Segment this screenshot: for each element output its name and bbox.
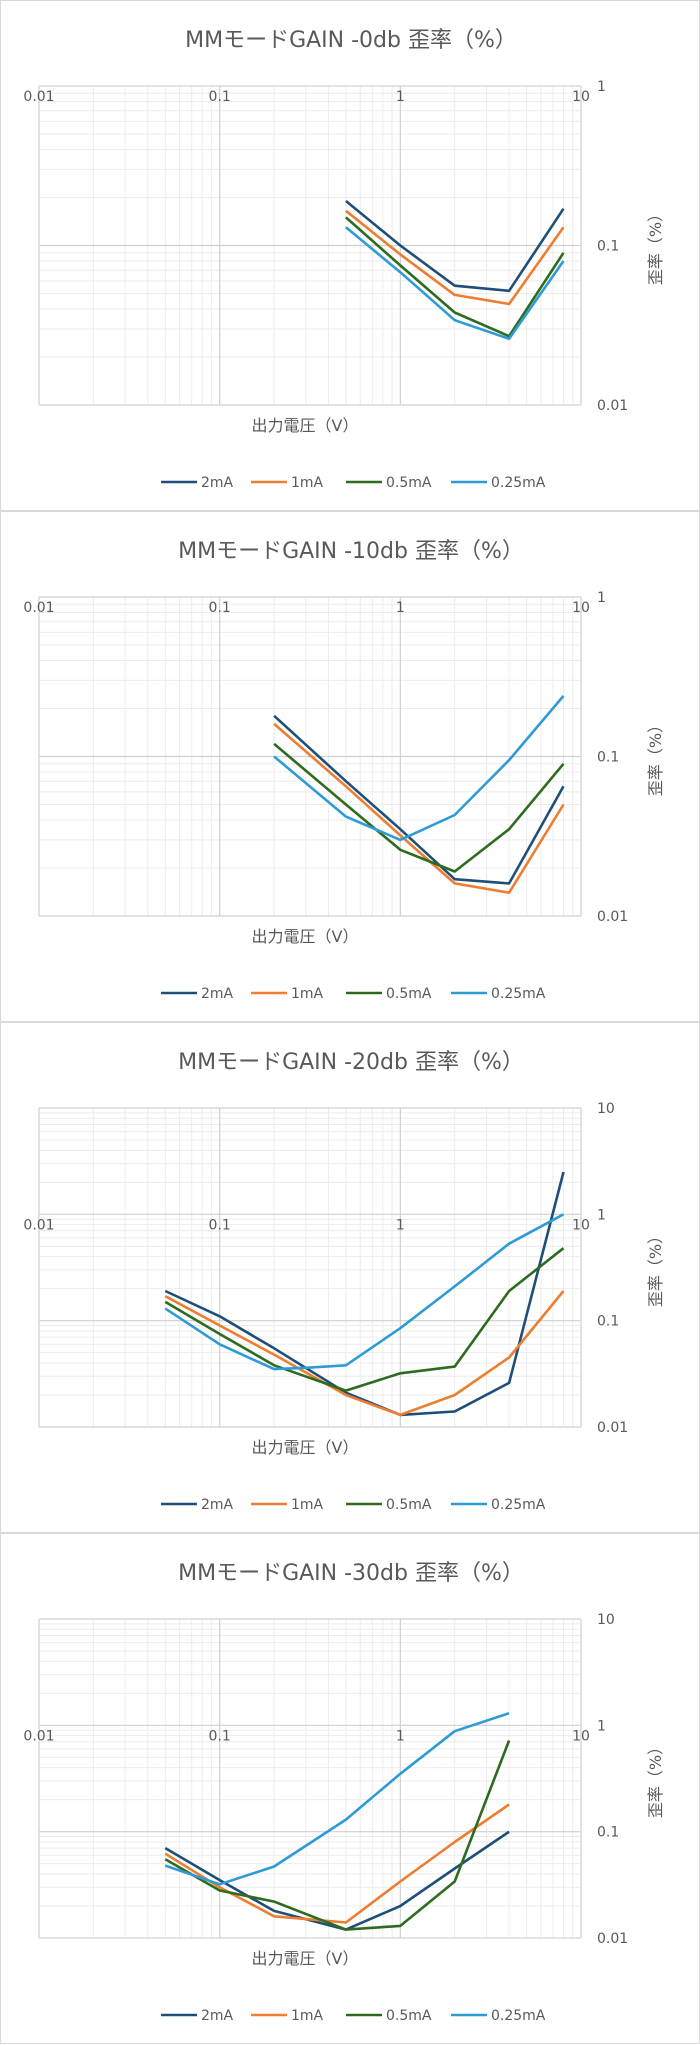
series-line-2mA	[164, 1830, 510, 1931]
y-tick-label: 0.1	[597, 1825, 619, 1841]
x-tick-label: 0.01	[23, 600, 54, 616]
y-tick-label: 1	[597, 590, 606, 606]
x-axis-title: 出力電圧（V）	[252, 927, 359, 946]
legend-label: 0.25mA	[491, 986, 546, 1002]
x-tick-label: 1	[396, 600, 405, 616]
x-axis-title: 出力電圧（V）	[252, 416, 359, 435]
legend-label: 0.5mA	[386, 1497, 432, 1513]
series-line-0.25mA	[273, 695, 565, 842]
legend-label: 1mA	[291, 2008, 324, 2024]
chart-title: MMモードGAIN -10db 歪率（%）	[178, 539, 524, 564]
major-grid	[38, 1107, 582, 1428]
chart-title: MMモードGAIN -30db 歪率（%）	[178, 1561, 524, 1586]
series-line-1mA	[164, 1803, 510, 1924]
series-line-2mA	[164, 1171, 565, 1417]
y-tick-label: 0.01	[597, 398, 628, 414]
series-line-1mA	[345, 209, 565, 306]
x-tick-label: 10	[572, 600, 590, 616]
y-tick-label: 0.1	[597, 750, 619, 766]
y-axis-title: 歪率（%）	[646, 1228, 665, 1307]
series-line-0.5mA	[345, 216, 565, 338]
chart-svg: MMモードGAIN -10db 歪率（%） 0.01 0.1 1 10 1 0.1 0.01 出…	[23, 539, 665, 1002]
x-axis-title: 出力電圧（V）	[252, 1949, 359, 1968]
x-tick-label: 10	[572, 1217, 590, 1233]
legend-label: 1mA	[291, 1497, 324, 1513]
chart-svg: MMモードGAIN -30db 歪率（%） 0.01 0.1 1 10 10 1 0.1 0.0…	[23, 1561, 665, 2024]
series-line-0.25mA	[345, 226, 565, 341]
x-tick-label: 10	[572, 89, 590, 105]
legend-label: 2mA	[201, 475, 234, 491]
legend-label: 0.5mA	[386, 986, 432, 1002]
series-line-2mA	[273, 714, 565, 885]
minor-grid	[39, 1108, 581, 1427]
x-tick-label: 0.1	[209, 1728, 231, 1744]
series-line-0.5mA	[164, 1247, 565, 1392]
y-tick-label: 10	[597, 1612, 615, 1628]
x-axis-title: 出力電圧（V）	[252, 1438, 359, 1457]
x-tick-label: 0.01	[23, 1217, 54, 1233]
major-grid	[38, 85, 582, 406]
chart-title: MMモードGAIN -20db 歪率（%）	[178, 1050, 524, 1075]
legend-label: 0.25mA	[491, 2008, 546, 2024]
y-tick-label: 1	[597, 1207, 606, 1223]
legend-label: 0.5mA	[386, 2008, 432, 2024]
y-tick-label: 10	[597, 1101, 615, 1117]
legend-label: 0.5mA	[386, 475, 432, 491]
x-tick-label: 10	[572, 1728, 590, 1744]
legend-label: 1mA	[291, 986, 324, 1002]
y-tick-label: 1	[597, 1718, 606, 1734]
chart-panel: MMモードGAIN -10db 歪率（%） 0.01 0.1 1 10 1 0.1 0.01 出…	[0, 511, 700, 1022]
major-grid	[38, 1618, 582, 1939]
series-line-2mA	[345, 199, 565, 293]
series-line-0.25mA	[164, 1711, 510, 1886]
chart-panel: MMモードGAIN -20db 歪率（%） 0.01 0.1 1 10 10 1 0.1 0.0…	[0, 1022, 700, 1533]
x-tick-label: 1	[396, 1728, 405, 1744]
y-tick-label: 0.1	[597, 1314, 619, 1330]
chart-panel: MMモードGAIN -30db 歪率（%） 0.01 0.1 1 10 10 1 0.1 0.0…	[0, 1533, 700, 2044]
legend-label: 2mA	[201, 986, 234, 1002]
legend-label: 1mA	[291, 475, 324, 491]
y-tick-label: 0.1	[597, 239, 619, 255]
legend-label: 2mA	[201, 2008, 234, 2024]
x-tick-label: 1	[396, 1217, 405, 1233]
series-line-0.5mA	[273, 742, 565, 873]
legend-label: 2mA	[201, 1497, 234, 1513]
x-tick-label: 0.01	[23, 89, 54, 105]
chart-svg: MMモードGAIN -0db 歪率（%） 0.01 0.1 1 10 1 0.1 0.01 出力…	[23, 28, 665, 491]
series-line-0.25mA	[164, 1213, 565, 1371]
x-tick-label: 0.1	[209, 1217, 231, 1233]
y-axis-title: 歪率（%）	[646, 717, 665, 796]
legend-label: 0.25mA	[491, 1497, 546, 1513]
y-tick-label: 0.01	[597, 909, 628, 925]
series-line-0.5mA	[164, 1740, 511, 1931]
minor-grid	[39, 1619, 581, 1938]
series-line-1mA	[164, 1290, 565, 1417]
x-tick-label: 0.1	[209, 600, 231, 616]
legend-label: 0.25mA	[491, 475, 546, 491]
y-axis-title: 歪率（%）	[646, 1739, 665, 1818]
y-tick-label: 0.01	[597, 1931, 628, 1947]
chart-title: MMモードGAIN -0db 歪率（%）	[185, 28, 517, 53]
chart-svg: MMモードGAIN -20db 歪率（%） 0.01 0.1 1 10 10 1 0.1 0.0…	[23, 1050, 665, 1513]
chart-panel: MMモードGAIN -0db 歪率（%） 0.01 0.1 1 10 1 0.1 0.01 出力…	[0, 0, 700, 511]
y-tick-label: 1	[597, 79, 606, 95]
y-tick-label: 0.01	[597, 1420, 628, 1436]
x-tick-label: 0.1	[209, 89, 231, 105]
x-tick-label: 1	[396, 89, 405, 105]
y-axis-title: 歪率（%）	[646, 206, 665, 285]
x-tick-label: 0.01	[23, 1728, 54, 1744]
series-line-1mA	[273, 722, 565, 895]
